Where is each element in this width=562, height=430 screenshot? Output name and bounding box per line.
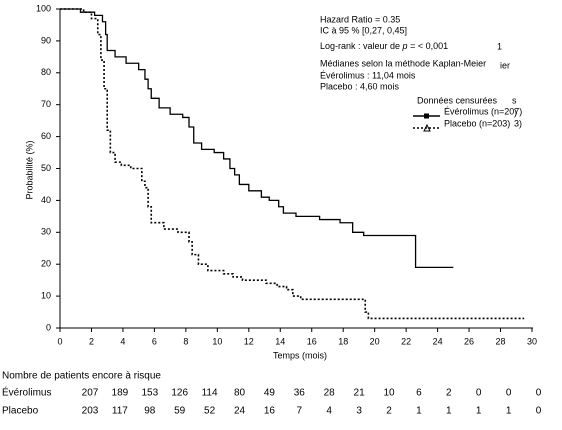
table-cell: 7	[297, 406, 303, 417]
survival-curve	[60, 8, 525, 320]
table-cell: 0	[536, 406, 542, 417]
table-cell: 2	[386, 406, 392, 417]
table-cell: 10	[383, 388, 395, 399]
stray-text: 1	[497, 41, 502, 51]
table-cell: 36	[294, 388, 306, 399]
annotation-part: Log-rank : valeur de	[320, 41, 403, 51]
x-tick-label: 26	[464, 336, 474, 346]
table-cell: 21	[354, 388, 366, 399]
y-tick-label: 30	[41, 227, 51, 237]
annotation: Hazard Ratio = 0.35	[320, 14, 400, 24]
table-cell: 1	[506, 406, 512, 417]
table-cell: 49	[264, 388, 276, 399]
x-tick-label: 16	[307, 336, 317, 346]
y-tick-label: 40	[41, 195, 51, 205]
stray-text: s	[512, 95, 517, 105]
x-tick-label: 12	[244, 336, 254, 346]
table-cell: 189	[112, 388, 129, 399]
row-label: Placebo	[2, 406, 39, 417]
y-tick-label: 20	[41, 259, 51, 269]
annotation: Médianes selon la méthode Kaplan-Meier	[320, 58, 486, 68]
y-axis-label: Probabilité (%)	[24, 140, 34, 199]
annotation: IC à 95 % [0,27, 0,45]	[320, 25, 407, 35]
legend-label: Placebo (n=203)	[444, 118, 510, 128]
table-cell: 1	[446, 406, 452, 417]
x-tick-label: 24	[433, 336, 443, 346]
legend-label: Évérolimus (n=207)	[444, 106, 522, 116]
stray-text: 3)	[514, 118, 522, 128]
x-tick-label: 22	[401, 336, 411, 346]
table-title: Nombre de patients encore à risque	[2, 371, 161, 382]
table-cell: 59	[174, 406, 186, 417]
table-cell: 207	[82, 388, 99, 399]
x-tick-label: 28	[496, 336, 506, 346]
table-cell: 126	[171, 388, 188, 399]
table-cell: 153	[141, 388, 158, 399]
table-cell: 2	[446, 388, 452, 399]
stray-text: ier	[500, 60, 510, 70]
table-cell: 6	[416, 388, 422, 399]
table-cell: 114	[202, 388, 218, 399]
table-cell: 98	[144, 406, 156, 417]
x-tick-label: 30	[527, 336, 537, 346]
table-cell: 4	[326, 406, 332, 417]
x-axis-label: Temps (mois)	[273, 350, 327, 360]
y-tick-label: 60	[41, 131, 51, 141]
legend-title: Données censurées	[417, 95, 498, 105]
y-tick-label: 70	[41, 99, 51, 109]
table-cell: 0	[506, 388, 512, 399]
y-tick-label: 50	[41, 163, 51, 173]
y-tick-label: 0	[46, 322, 51, 332]
annotation-part: = < 0,001	[408, 41, 449, 51]
table-cell: 1	[416, 406, 422, 417]
x-tick-label: 0	[57, 336, 62, 346]
y-tick-label: 100	[36, 3, 51, 13]
legend-marker	[423, 123, 431, 132]
survival-curve	[60, 8, 454, 269]
x-tick-label: 18	[338, 336, 348, 346]
table-cell: 3	[356, 406, 362, 417]
y-tick-label: 80	[41, 67, 51, 77]
annotation: Placebo : 4,60 mois	[320, 81, 400, 91]
annotation: Log-rank : valeur de p = < 0,001	[320, 41, 448, 51]
x-tick-label: 8	[183, 336, 188, 346]
table-cell: 0	[476, 388, 482, 399]
table-cell: 52	[204, 406, 216, 417]
x-tick-label: 20	[370, 336, 380, 346]
table-cell: 24	[234, 406, 246, 417]
table-cell: 16	[264, 406, 276, 417]
legend-marker	[424, 113, 429, 119]
x-tick-label: 14	[275, 336, 285, 346]
table-cell: 80	[234, 388, 246, 399]
y-tick-label: 90	[41, 35, 51, 45]
table-cell: 28	[324, 388, 336, 399]
x-tick-label: 4	[120, 336, 125, 346]
row-label: Évérolimus	[2, 386, 51, 399]
table-cell: 203	[82, 406, 99, 417]
table-cell: 117	[112, 406, 128, 417]
stray-text: )	[514, 107, 517, 117]
table-cell: 0	[536, 388, 542, 399]
y-tick-label: 10	[41, 290, 51, 300]
annotation: Évérolimus : 11,04 mois	[320, 70, 416, 80]
x-tick-label: 6	[152, 336, 157, 346]
x-tick-label: 2	[89, 336, 94, 346]
annotation-part: p	[402, 41, 408, 51]
x-tick-label: 10	[212, 336, 222, 346]
table-cell: 1	[476, 406, 482, 417]
